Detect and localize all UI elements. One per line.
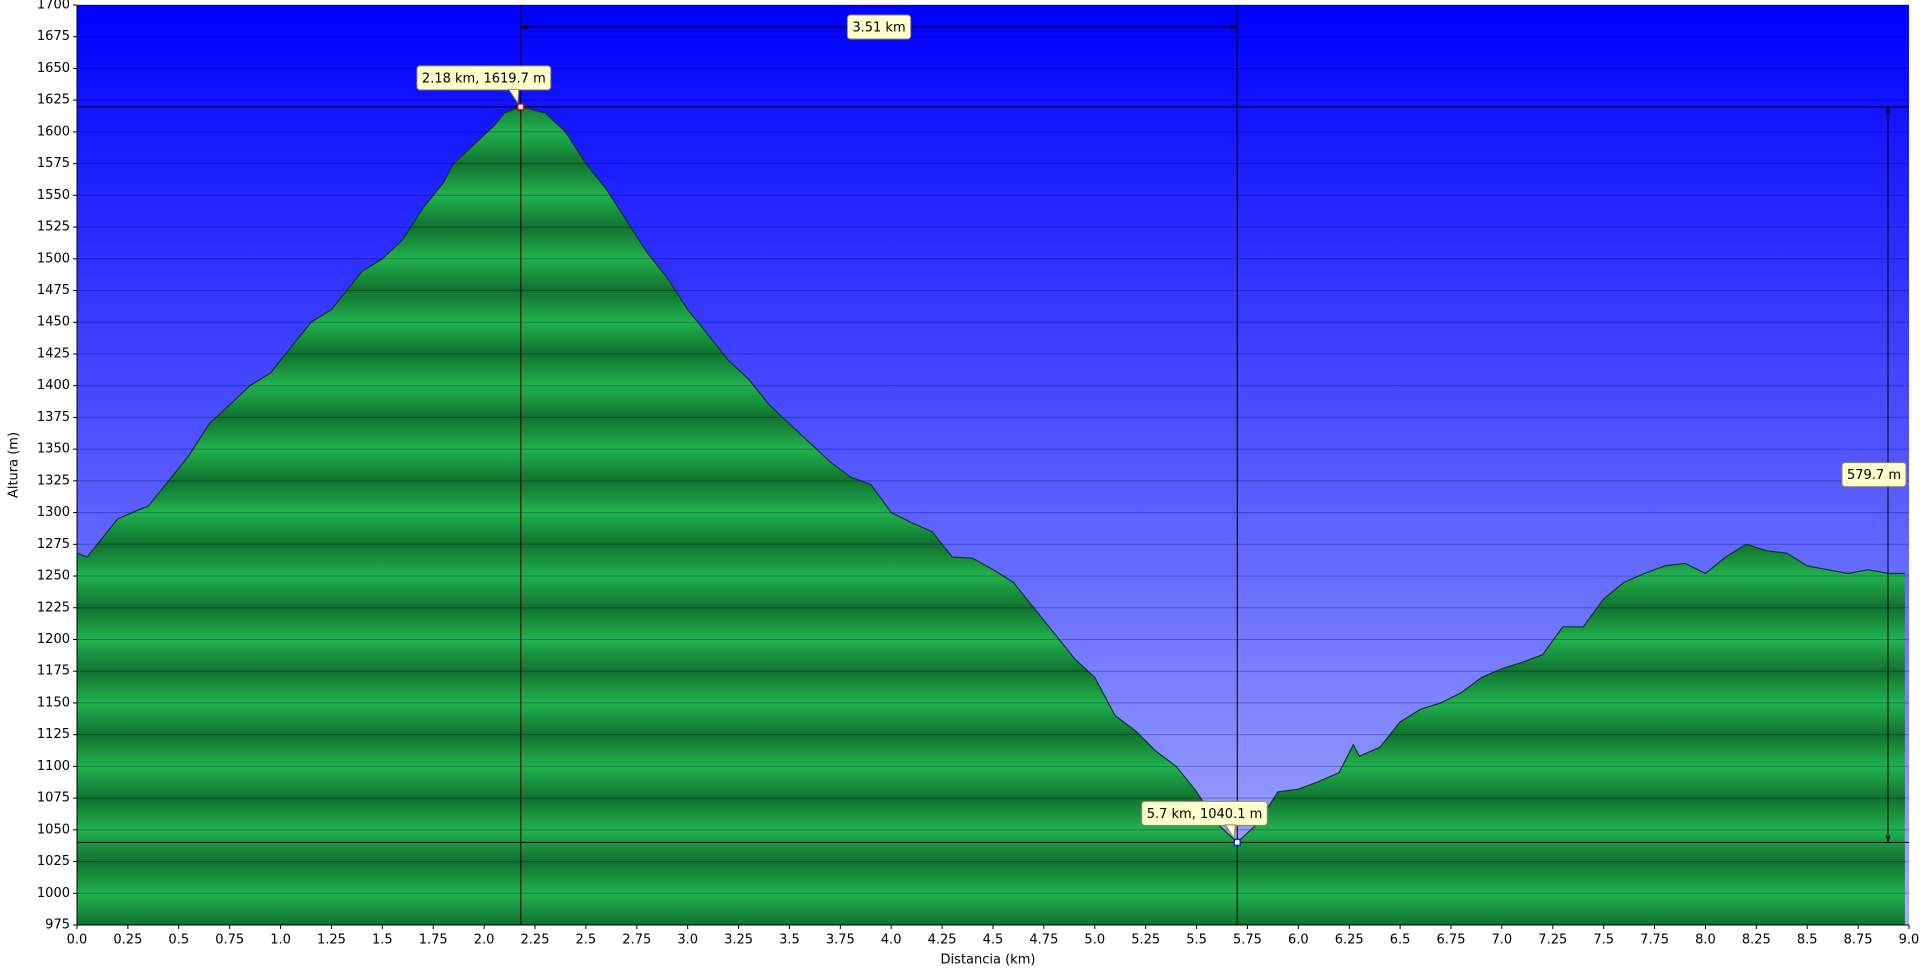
y-tick-label: 1350 xyxy=(37,442,70,457)
x-tick-label: 0.5 xyxy=(168,933,189,948)
marker-tooltip-text: 5.7 km, 1040.1 m xyxy=(1147,807,1263,822)
marker-point xyxy=(517,103,525,111)
y-tick-label: 1600 xyxy=(37,124,70,139)
x-tick-label: 2.25 xyxy=(521,933,550,948)
x-tick-label: 7.75 xyxy=(1640,933,1669,948)
distance-arrow-head xyxy=(1230,24,1238,30)
x-tick-label: 4.75 xyxy=(1029,933,1058,948)
y-axis-title: Altura (m) xyxy=(7,432,22,498)
x-tick-label: 9.0 xyxy=(1899,933,1920,948)
x-tick-label: 6.25 xyxy=(1335,933,1364,948)
distance-arrow-head xyxy=(520,24,528,30)
y-tick-label: 975 xyxy=(45,918,70,933)
x-axis-title: Distancia (km) xyxy=(941,953,1036,968)
marker-point xyxy=(1233,838,1242,847)
elevation-area xyxy=(77,106,1905,925)
marker-tooltip-box xyxy=(416,65,552,91)
x-tick-label: 3.0 xyxy=(677,933,698,948)
x-tick-label: 1.75 xyxy=(419,933,448,948)
distance-label-box xyxy=(846,14,912,40)
x-tick-label: 6.5 xyxy=(1390,933,1411,948)
x-tick-label: 5.75 xyxy=(1233,933,1262,948)
y-tick-label: 1475 xyxy=(37,283,70,298)
y-tick-label: 1400 xyxy=(37,378,70,393)
marker-tooltip-pointer xyxy=(507,88,520,105)
y-tick-label: 1425 xyxy=(37,346,70,361)
marker-tooltip-pointer xyxy=(1224,824,1236,840)
x-tick-label: 5.5 xyxy=(1186,933,1207,948)
x-tick-label: 1.0 xyxy=(270,933,291,948)
y-tick-label: 1275 xyxy=(37,537,70,552)
marker-tooltip-text: 2.18 km, 1619.7 m xyxy=(422,71,546,86)
x-tick-label: 5.0 xyxy=(1084,933,1105,948)
y-tick-label: 1100 xyxy=(37,759,70,774)
x-tick-label: 6.75 xyxy=(1437,933,1466,948)
x-tick-label: 1.5 xyxy=(372,933,393,948)
y-tick-label: 1650 xyxy=(37,61,70,76)
x-tick-label: 0.25 xyxy=(113,933,142,948)
x-tick-label: 6.0 xyxy=(1288,933,1309,948)
height-arrow-head xyxy=(1885,106,1891,114)
x-tick-label: 7.5 xyxy=(1593,933,1614,948)
x-tick-label: 1.25 xyxy=(317,933,346,948)
x-tick-label: 2.5 xyxy=(576,933,597,948)
x-tick-label: 4.0 xyxy=(881,933,902,948)
y-tick-label: 1050 xyxy=(37,822,70,837)
x-tick-label: 3.75 xyxy=(826,933,855,948)
x-tick-label: 7.0 xyxy=(1492,933,1513,948)
y-tick-label: 1500 xyxy=(37,251,70,266)
height-label-text: 579.7 m xyxy=(1847,468,1901,483)
x-tick-label: 2.0 xyxy=(474,933,495,948)
marker-tooltip: 5.7 km, 1040.1 m xyxy=(1141,800,1268,840)
x-tick-label: 5.25 xyxy=(1131,933,1160,948)
x-tick-label: 3.5 xyxy=(779,933,800,948)
y-tick-label: 1200 xyxy=(37,632,70,647)
y-tick-label: 1000 xyxy=(37,886,70,901)
marker-tooltip: 2.18 km, 1619.7 m xyxy=(416,65,552,105)
y-tick-label: 1625 xyxy=(37,93,70,108)
x-tick-label: 8.5 xyxy=(1797,933,1818,948)
y-tick-label: 1300 xyxy=(37,505,70,520)
y-tick-label: 1150 xyxy=(37,695,70,710)
y-tick-label: 1075 xyxy=(37,791,70,806)
y-tick-label: 1700 xyxy=(37,0,70,13)
y-tick-label: 1525 xyxy=(37,220,70,235)
distance-label: 3.51 km xyxy=(846,14,912,40)
x-tick-label: 3.25 xyxy=(724,933,753,948)
y-tick-label: 1325 xyxy=(37,473,70,488)
y-tick-label: 1175 xyxy=(37,664,70,679)
y-tick-label: 1450 xyxy=(37,315,70,330)
y-tick-label: 1250 xyxy=(37,569,70,584)
x-tick-label: 8.25 xyxy=(1742,933,1771,948)
y-tick-label: 1550 xyxy=(37,188,70,203)
y-tick-label: 1225 xyxy=(37,600,70,615)
x-tick-label: 0.0 xyxy=(67,933,88,948)
x-tick-label: 2.75 xyxy=(622,933,651,948)
y-tick-label: 1675 xyxy=(37,29,70,44)
x-tick-label: 0.75 xyxy=(215,933,244,948)
elevation-line xyxy=(76,106,1905,844)
y-tick-label: 1575 xyxy=(37,156,70,171)
x-tick-label: 4.5 xyxy=(983,933,1004,948)
height-label-box xyxy=(1841,462,1907,488)
distance-label-text: 3.51 km xyxy=(852,21,905,36)
x-tick-label: 7.25 xyxy=(1538,933,1567,948)
marker-tooltip-box xyxy=(1141,800,1268,826)
height-label: 579.7 m xyxy=(1841,462,1907,488)
y-tick-label: 1125 xyxy=(37,727,70,742)
x-tick-label: 8.0 xyxy=(1695,933,1716,948)
x-tick-label: 4.25 xyxy=(928,933,957,948)
y-tick-label: 1025 xyxy=(37,854,70,869)
y-tick-label: 1375 xyxy=(37,410,70,425)
x-tick-label: 8.75 xyxy=(1844,933,1873,948)
height-arrow-head xyxy=(1885,835,1891,843)
